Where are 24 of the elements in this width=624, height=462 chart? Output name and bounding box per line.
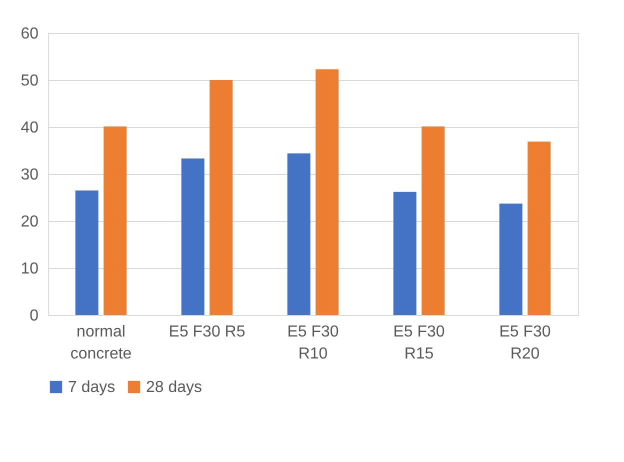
bar	[316, 69, 339, 315]
y-tick-label: 40	[20, 120, 39, 136]
y-tick-label: 20	[20, 214, 39, 230]
bar	[422, 126, 445, 315]
y-tick-label: 60	[20, 26, 39, 42]
bar	[499, 204, 522, 315]
bar	[287, 153, 310, 315]
legend-label: 28 days	[146, 379, 202, 396]
legend-label: 7 days	[68, 379, 116, 396]
bar	[210, 80, 233, 315]
y-tick-label: 30	[20, 166, 39, 184]
x-tick-label: E5 F30 R5	[168, 324, 246, 340]
y-tick-label: 0	[30, 308, 39, 324]
bar	[104, 126, 127, 315]
y-tick-label: 10	[20, 260, 39, 278]
y-tick-label: 50	[20, 72, 39, 90]
bar	[393, 192, 416, 315]
x-tick-label: E5 F30 R10	[287, 324, 339, 362]
bar	[181, 158, 204, 315]
bar	[75, 190, 98, 315]
x-tick-label: normal concrete	[70, 324, 132, 362]
x-tick-label: E5 F30 R20	[499, 324, 551, 362]
bar	[528, 142, 551, 315]
x-tick-label: E5 F30 R15	[393, 324, 445, 362]
